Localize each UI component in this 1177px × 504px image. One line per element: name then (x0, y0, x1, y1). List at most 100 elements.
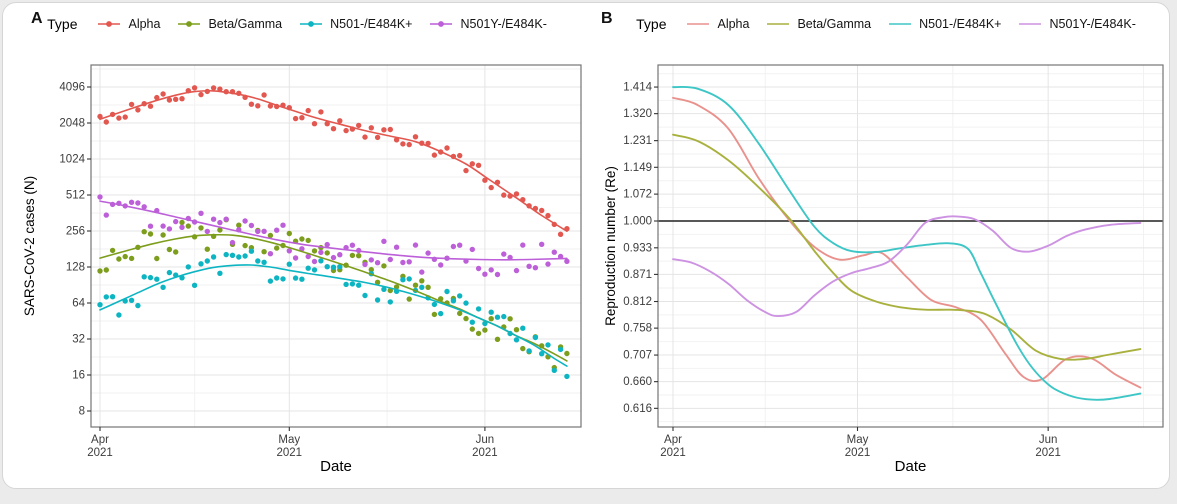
data-point (419, 284, 425, 290)
y-tick-label: 1.414 (623, 82, 652, 94)
data-point (185, 223, 191, 229)
data-point (545, 342, 551, 348)
panel-a: A Type Alpha Beta/Gamma N501-/E484K+ N501Y-… (3, 3, 591, 475)
data-point (191, 85, 198, 91)
data-point (97, 194, 103, 200)
data-point (128, 101, 135, 108)
trend-line-n501y-e484k (99, 200, 568, 261)
data-point (381, 263, 387, 269)
data-point (217, 227, 223, 233)
data-point (160, 284, 166, 290)
data-point (97, 302, 103, 308)
data-point (564, 350, 570, 357)
legend-key-point-line-n501y-e484k (430, 21, 453, 27)
data-point (482, 320, 488, 327)
data-point (210, 216, 217, 222)
data-point (330, 254, 337, 261)
data-point (368, 257, 374, 263)
legend-item-n501-e484k: N501-/E484K+ (299, 17, 412, 31)
data-point (242, 253, 248, 259)
data-point (557, 231, 564, 237)
data-point (305, 237, 311, 244)
data-point (362, 261, 368, 268)
data-point (204, 228, 210, 235)
legend-key-line-n501y-e484k (1019, 23, 1042, 25)
data-point (387, 256, 393, 263)
data-point (469, 326, 475, 332)
legend-key-point-line-beta-gamma (178, 21, 201, 27)
data-point (229, 239, 236, 246)
data-point (97, 113, 103, 120)
legend-item-label: N501Y-/E484K- (1049, 17, 1136, 31)
data-point (305, 253, 311, 260)
data-point (255, 103, 261, 109)
y-tick-label: 256 (66, 226, 85, 238)
data-point (381, 286, 387, 292)
data-point (469, 161, 475, 167)
legend-items: Alpha Beta/Gamma N501-/E484K+ N501Y-/E484K- (97, 17, 547, 31)
data-point (557, 346, 564, 353)
data-point (438, 310, 444, 317)
data-point (545, 212, 551, 219)
data-point (406, 141, 412, 148)
data-point (109, 247, 116, 254)
data-point (261, 259, 267, 265)
data-point (475, 162, 482, 168)
data-point (381, 127, 387, 133)
data-point (198, 210, 204, 216)
data-point (501, 251, 507, 257)
data-point (324, 250, 330, 256)
data-point (292, 115, 299, 122)
legend-b: Type Alpha Beta/Gamma N501-/E484K+ N501Y-/E… (592, 16, 1177, 32)
data-point (539, 207, 545, 214)
trend-line-n501-e484k (99, 264, 568, 367)
data-point (494, 271, 501, 278)
legend-key-point-line-alpha (98, 21, 121, 27)
data-point (236, 222, 242, 228)
y-tick-label: 1.000 (623, 216, 652, 228)
data-point (513, 327, 520, 333)
data-point (274, 275, 280, 281)
data-point (393, 284, 400, 290)
data-point (349, 242, 356, 248)
data-point (539, 241, 545, 247)
data-point (475, 330, 482, 337)
legend-key-point (308, 21, 315, 27)
data-point (551, 367, 557, 373)
data-point (116, 115, 122, 121)
data-point (109, 294, 116, 300)
legend-key-line-beta-gamma (767, 23, 790, 25)
data-point (166, 269, 173, 276)
data-point (299, 115, 305, 121)
legend-item-alpha: Alpha (686, 17, 749, 31)
x-axis-title: Date (895, 458, 927, 475)
data-point (387, 299, 393, 305)
data-point (482, 271, 488, 277)
y-tick-label: 0.758 (623, 323, 652, 335)
data-point (507, 316, 513, 322)
data-point (406, 259, 412, 265)
data-point (356, 122, 362, 129)
data-point (103, 267, 110, 273)
data-point (217, 270, 223, 276)
data-point (116, 312, 122, 318)
data-point (198, 225, 204, 231)
data-point (457, 242, 463, 248)
legend-key-point (186, 21, 193, 27)
y-tick-label: 4096 (59, 82, 85, 94)
re-line-alpha (672, 96, 1142, 389)
data-point (185, 264, 191, 270)
data-point (267, 278, 274, 284)
figure-card: A Type Alpha Beta/Gamma N501-/E484K+ N501Y-… (2, 2, 1170, 489)
y-axis-title: Reproduction number (Re) (603, 166, 618, 326)
data-point (475, 306, 482, 312)
data-point (217, 219, 223, 226)
data-point (526, 348, 532, 354)
trend-line-alpha (99, 89, 568, 232)
data-point (280, 276, 286, 282)
data-point (532, 334, 539, 341)
data-point (431, 301, 438, 308)
legend-item-beta-gamma: Beta/Gamma (177, 17, 282, 31)
data-point (274, 245, 280, 251)
data-point (494, 314, 501, 320)
